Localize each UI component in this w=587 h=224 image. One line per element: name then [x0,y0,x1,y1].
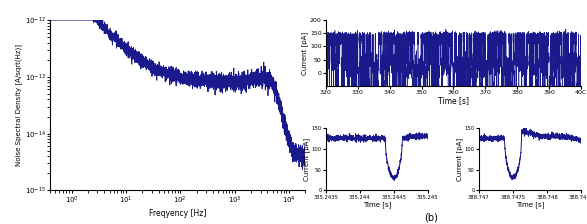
X-axis label: Time [s]: Time [s] [516,201,544,208]
X-axis label: Freqyency [Hz]: Freqyency [Hz] [149,209,206,218]
X-axis label: Time [s]: Time [s] [438,97,469,106]
X-axis label: Time [s]: Time [s] [363,201,391,208]
Y-axis label: Current [pA]: Current [pA] [457,138,463,181]
Y-axis label: Current [pA]: Current [pA] [303,138,310,181]
Y-axis label: Current [pA]: Current [pA] [302,32,308,75]
Text: (b): (b) [424,213,438,223]
Y-axis label: Noise Spectral Density [A/sqrt(Hz)]: Noise Spectral Density [A/sqrt(Hz)] [15,44,22,166]
